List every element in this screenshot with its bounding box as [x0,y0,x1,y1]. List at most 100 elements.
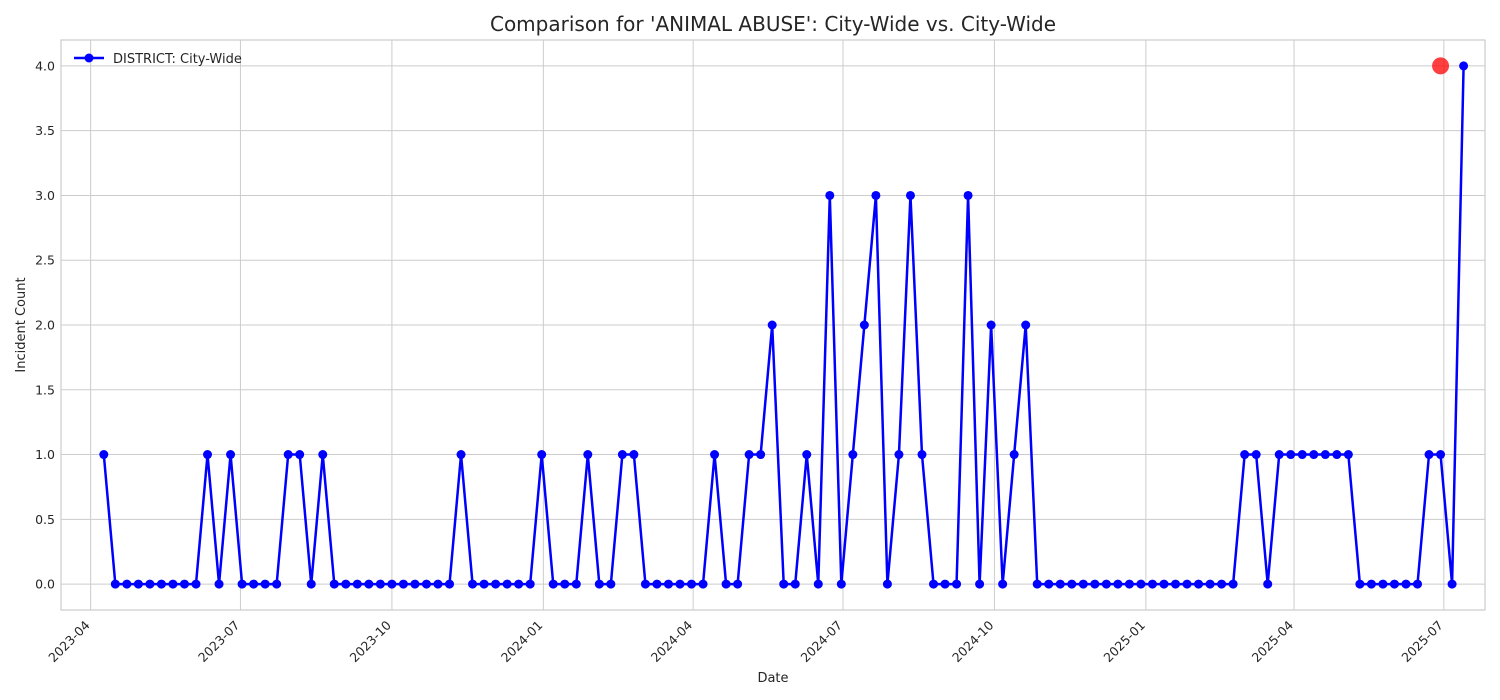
highlight-layer [1432,57,1450,75]
data-point [1297,450,1307,460]
data-point [1320,450,1330,460]
legend-entry-label: DISTRICT: City-Wide [113,52,242,67]
data-point [721,579,731,589]
data-point [756,450,766,460]
data-point [1021,320,1031,330]
data-point [1366,579,1376,589]
data-point [272,579,282,589]
data-point [283,450,293,460]
x-tick-label: 2024-01 [498,618,546,666]
data-point [156,579,166,589]
data-point [1009,450,1019,460]
data-point [226,450,236,460]
data-point [848,450,858,460]
data-point [145,579,155,589]
data-point [1101,579,1111,589]
data-point [479,579,489,589]
data-point [1136,579,1146,589]
data-point [698,579,708,589]
data-point [122,579,132,589]
data-point [1078,579,1088,589]
legend-point-marker [84,53,94,63]
data-point [318,450,328,460]
data-point [952,579,962,589]
data-point [421,579,431,589]
data-point [1263,579,1273,589]
data-point [871,190,881,200]
data-point [859,320,869,330]
data-point [410,579,420,589]
data-point [99,450,109,460]
data-point [1055,579,1065,589]
data-point [571,579,581,589]
data-point [1147,579,1157,589]
data-point [375,579,385,589]
data-point [203,450,213,460]
data-point [329,579,339,589]
data-point [306,579,316,589]
data-point [1159,579,1169,589]
data-point [560,579,570,589]
data-point [963,190,973,200]
data-point [894,450,904,460]
data-point [640,579,650,589]
data-point [1217,579,1227,589]
legend: DISTRICT: City-Wide [74,52,242,67]
data-point [398,579,408,589]
data-point [110,579,120,589]
data-point [767,320,777,330]
data-point [456,450,466,460]
data-point [1389,579,1399,589]
data-point [940,579,950,589]
data-point [179,579,189,589]
data-point [929,579,939,589]
data-point [260,579,270,589]
data-point [1090,579,1100,589]
data-point [1436,450,1446,460]
data-point [1240,450,1250,460]
x-tick-label: 2024-10 [949,617,997,665]
data-point [168,579,178,589]
data-point [514,579,524,589]
data-point [191,579,201,589]
data-point [1459,61,1469,71]
data-point [1067,579,1077,589]
data-point [1343,450,1353,460]
data-point [1332,450,1342,460]
data-point [779,579,789,589]
data-point [1194,579,1204,589]
x-axis-label: Date [757,671,788,686]
data-point [445,579,455,589]
y-tick-label: 0.5 [35,512,55,527]
x-tick-label: 2025-01 [1100,618,1148,666]
data-point [998,579,1008,589]
data-point [433,579,443,589]
data-point [836,579,846,589]
data-point [825,190,835,200]
x-tick-label: 2024-07 [798,618,846,666]
x-tick-label: 2023-10 [346,617,394,665]
series-layer [99,61,1469,589]
data-point [387,579,397,589]
data-point [502,579,512,589]
data-point [790,579,800,589]
data-point [710,450,720,460]
data-point [249,579,259,589]
x-tick-label: 2023-07 [195,618,243,666]
data-point [364,579,374,589]
data-point [537,450,547,460]
data-point [1378,579,1388,589]
data-point [675,579,685,589]
data-point [341,579,351,589]
data-point [663,579,673,589]
data-point [617,450,627,460]
x-tick-label: 2024-04 [648,617,696,665]
data-point [986,320,996,330]
data-point [214,579,224,589]
data-point [352,579,362,589]
y-tick-label: 3.0 [35,188,55,203]
data-point [1171,579,1181,589]
data-point [1413,579,1423,589]
x-tick-label: 2025-04 [1249,617,1297,665]
data-point [1228,579,1238,589]
